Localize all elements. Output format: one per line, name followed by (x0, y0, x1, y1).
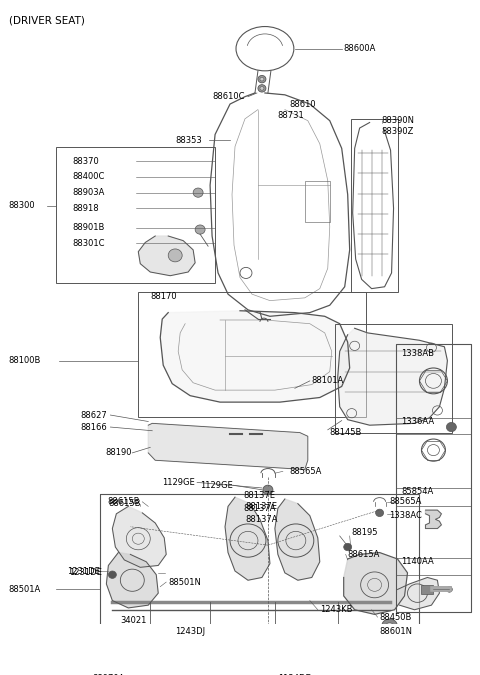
Text: 88137E: 88137E (243, 491, 275, 500)
Polygon shape (148, 423, 308, 470)
Circle shape (168, 249, 182, 262)
Text: 88170: 88170 (150, 292, 177, 300)
Bar (335, 324, 452, 433)
Text: 88610: 88610 (290, 99, 316, 109)
Text: 88450B: 88450B (380, 613, 412, 622)
Polygon shape (72, 672, 88, 675)
Text: 88501A: 88501A (9, 585, 41, 594)
Text: (DRIVER SEAT): (DRIVER SEAT) (9, 16, 84, 26)
Text: 88301C: 88301C (72, 239, 105, 248)
Bar (100, 494, 420, 675)
Bar (396, 344, 471, 612)
Text: 88731: 88731 (277, 111, 304, 119)
Text: 88390Z: 88390Z (382, 127, 414, 136)
Text: 88565A: 88565A (290, 467, 322, 476)
Text: 88137A: 88137A (245, 515, 277, 524)
Polygon shape (425, 510, 442, 529)
Text: 1336AA: 1336AA (402, 417, 435, 426)
Text: 88627: 88627 (81, 410, 107, 420)
Text: 1338AB: 1338AB (402, 349, 434, 358)
Text: 88903A: 88903A (72, 188, 105, 197)
Circle shape (446, 423, 456, 431)
Text: 34021: 34021 (120, 616, 147, 625)
Polygon shape (138, 236, 195, 275)
Polygon shape (344, 553, 408, 614)
Bar (305, 181, 330, 222)
Text: 88370: 88370 (72, 157, 99, 166)
Bar (260, 671, 276, 675)
Text: 88601N: 88601N (380, 627, 413, 637)
Text: 88501N: 88501N (168, 578, 201, 587)
Text: 1231DE: 1231DE (70, 568, 102, 577)
Bar (56, 146, 215, 283)
Text: 88400C: 88400C (72, 172, 105, 182)
Text: 88100B: 88100B (9, 356, 41, 365)
Polygon shape (338, 328, 447, 425)
Text: 1243DJ: 1243DJ (175, 627, 205, 637)
Polygon shape (397, 578, 439, 610)
Text: 88145B: 88145B (330, 428, 362, 437)
Circle shape (258, 76, 266, 83)
Circle shape (382, 619, 397, 634)
Circle shape (258, 84, 266, 92)
Circle shape (195, 225, 205, 234)
Text: 88137A: 88137A (243, 504, 276, 513)
Circle shape (193, 188, 203, 197)
Bar (351, 119, 397, 292)
Text: 88137E: 88137E (245, 502, 277, 511)
Text: 88190: 88190 (106, 448, 132, 458)
Bar (421, 585, 433, 594)
Polygon shape (112, 506, 166, 567)
Text: 88918: 88918 (72, 204, 99, 213)
Circle shape (344, 543, 352, 551)
Circle shape (263, 485, 273, 494)
Text: 85854A: 85854A (402, 487, 434, 496)
Text: 88166: 88166 (81, 423, 107, 431)
Text: 1231DE: 1231DE (68, 566, 100, 576)
Text: 88565A: 88565A (390, 497, 422, 506)
Text: 88390N: 88390N (382, 116, 415, 125)
Polygon shape (107, 553, 158, 608)
Text: 88353: 88353 (175, 136, 202, 144)
Circle shape (260, 86, 264, 90)
Text: 88615B: 88615B (108, 499, 141, 508)
Text: 1243KB: 1243KB (320, 605, 352, 614)
Circle shape (376, 509, 384, 516)
Text: 1338AC: 1338AC (390, 511, 422, 520)
Circle shape (385, 622, 394, 630)
Polygon shape (225, 497, 270, 580)
Polygon shape (160, 310, 350, 402)
Text: 88615B: 88615B (108, 497, 140, 506)
Text: 88901B: 88901B (72, 223, 105, 232)
Text: 88610C: 88610C (212, 92, 245, 101)
Text: 88101A: 88101A (312, 377, 344, 385)
Polygon shape (275, 499, 320, 580)
Text: 88195: 88195 (352, 528, 378, 537)
Text: 88300: 88300 (9, 201, 36, 210)
Text: 1140AA: 1140AA (402, 558, 434, 566)
Text: 88600A: 88600A (344, 44, 376, 53)
Circle shape (446, 587, 452, 592)
Bar (138, 292, 366, 417)
Text: 1129GE: 1129GE (162, 478, 195, 487)
Text: 88615A: 88615A (348, 550, 380, 559)
Text: 88970A: 88970A (93, 674, 125, 675)
Text: 1129GE: 1129GE (200, 481, 233, 489)
Circle shape (108, 571, 116, 578)
Circle shape (260, 78, 264, 81)
